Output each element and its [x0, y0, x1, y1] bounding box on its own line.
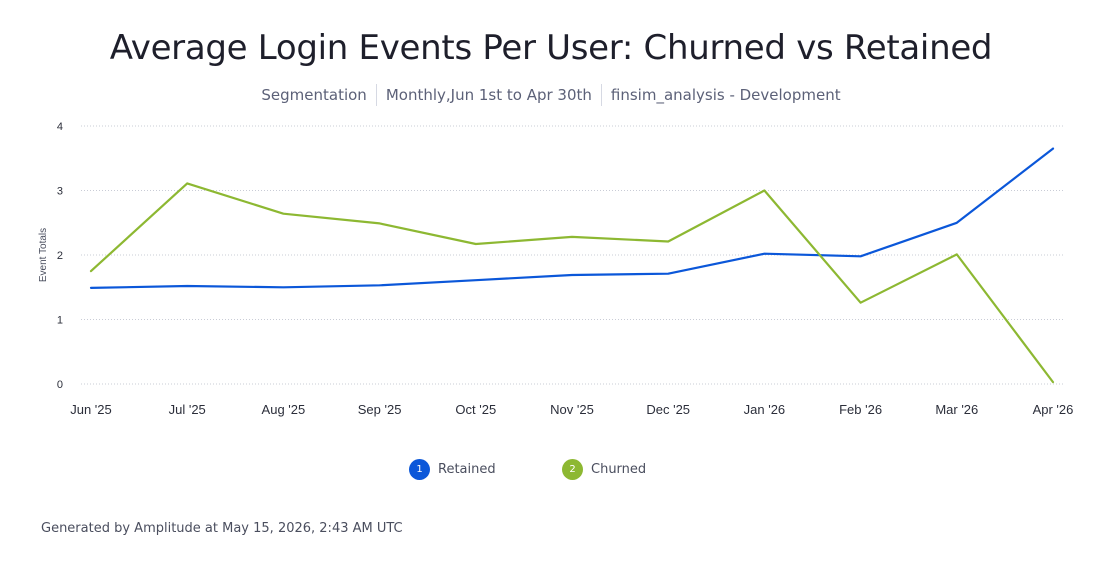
subtitle-date-range: Monthly,Jun 1st to Apr 30th	[385, 86, 592, 104]
data-point[interactable]	[858, 300, 864, 306]
data-point[interactable]	[858, 253, 864, 259]
x-tick-label: Jan '26	[744, 402, 786, 417]
y-tick-label: 4	[57, 121, 63, 133]
x-tick-label: Jul '25	[169, 402, 206, 417]
subtitle-project: finsim_analysis - Development	[610, 86, 841, 104]
generated-footer: Generated by Amplitude at May 15, 2026, …	[41, 521, 403, 536]
y-axis-label: Event Totals	[38, 228, 49, 282]
data-point[interactable]	[88, 268, 94, 274]
y-tick-label: 1	[57, 315, 63, 327]
x-tick-label: Sep '25	[358, 402, 402, 417]
data-point[interactable]	[665, 238, 671, 244]
subtitle-divider	[375, 84, 377, 106]
data-point[interactable]	[1050, 379, 1056, 385]
legend-badge: 2	[562, 459, 583, 480]
x-axis: Jun '25 Jul '25 Aug '25 Sep '25 Oct '25 Nov '…	[70, 402, 1073, 417]
legend-item-retained[interactable]: 1 Retained	[409, 459, 496, 480]
chart-subtitle: Segmentation Monthly,Jun 1st to Apr 30th…	[0, 84, 1102, 106]
data-point[interactable]	[569, 234, 575, 240]
data-point[interactable]	[184, 283, 190, 289]
data-point[interactable]	[665, 271, 671, 277]
legend-item-churned[interactable]: 2 Churned	[562, 459, 646, 480]
y-axis: 0 1 2 3 4	[57, 121, 63, 391]
x-tick-label: Jun '25	[70, 402, 112, 417]
data-point[interactable]	[761, 188, 767, 194]
y-tick-label: 0	[57, 379, 63, 391]
data-point[interactable]	[184, 180, 190, 186]
subtitle-chart-type: Segmentation	[261, 86, 367, 104]
x-tick-label: Nov '25	[550, 402, 594, 417]
data-point[interactable]	[377, 220, 383, 226]
legend-label: Churned	[591, 462, 647, 477]
x-tick-label: Oct '25	[455, 402, 496, 417]
data-point[interactable]	[473, 241, 479, 247]
data-point[interactable]	[88, 285, 94, 291]
x-tick-label: Aug '25	[262, 402, 306, 417]
x-tick-label: Apr '26	[1033, 402, 1074, 417]
chart-legend: 1 Retained 2 Churned	[0, 459, 1102, 483]
series-churned	[88, 180, 1056, 385]
data-point[interactable]	[761, 251, 767, 257]
x-tick-label: Mar '26	[935, 402, 978, 417]
subtitle-divider	[600, 84, 602, 106]
data-point[interactable]	[569, 272, 575, 278]
legend-label: Retained	[438, 462, 496, 477]
data-point[interactable]	[280, 284, 286, 290]
data-point[interactable]	[280, 211, 286, 217]
chart-grid	[81, 125, 1063, 385]
data-point[interactable]	[473, 277, 479, 283]
x-tick-label: Dec '25	[646, 402, 690, 417]
chart-title: Average Login Events Per User: Churned v…	[109, 28, 993, 68]
y-tick-label: 3	[57, 186, 63, 198]
chart-series	[88, 146, 1056, 385]
data-point[interactable]	[954, 251, 960, 257]
series-line[interactable]	[89, 182, 1055, 384]
x-tick-label: Feb '26	[839, 402, 882, 417]
legend-badge: 1	[409, 459, 430, 480]
series-line[interactable]	[89, 147, 1055, 289]
y-tick-label: 2	[57, 250, 63, 262]
data-point[interactable]	[954, 220, 960, 226]
data-point[interactable]	[377, 282, 383, 288]
series-retained	[88, 146, 1056, 291]
data-point[interactable]	[1050, 146, 1056, 152]
